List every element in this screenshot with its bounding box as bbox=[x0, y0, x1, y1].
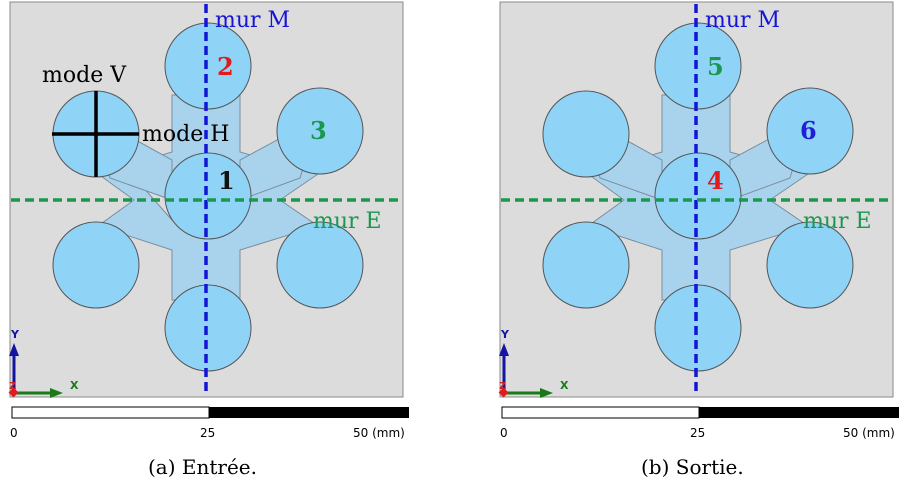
panel-a: mode V mode H mur M mur E 1 2 3 Y X Z 0 … bbox=[8, 1, 409, 479]
panel-a-mode-v-label: mode V bbox=[42, 63, 127, 88]
panel-a-mode-h-label: mode H bbox=[142, 122, 229, 147]
panel-a-axis-y-arrow bbox=[9, 343, 19, 356]
panel-b-scale-start: 0 bbox=[500, 426, 508, 440]
panel-b-axis-y-arrow bbox=[499, 343, 509, 356]
panel-a-resonator-upper-right bbox=[276, 87, 364, 175]
panel-a-wall-m-label: mur M bbox=[215, 8, 290, 33]
panel-a-resonator-lower-right bbox=[276, 221, 364, 309]
panel-a-scale-end: 50 (mm) bbox=[353, 426, 405, 440]
panel-b-resonator-lower-right bbox=[766, 221, 854, 309]
panel-a-resonator-label-1: 1 bbox=[218, 166, 235, 195]
panel-a-axis-x-label: X bbox=[70, 379, 79, 392]
panel-a-axis-x-arrow bbox=[50, 388, 63, 398]
panel-b-scale-mid: 25 bbox=[690, 426, 705, 440]
panel-a-scale-start: 0 bbox=[10, 426, 18, 440]
panel-a-caption: (a) Entrée. bbox=[148, 455, 257, 479]
panel-a-scale-bar-black bbox=[209, 407, 409, 418]
panel-b-resonator-lower-left bbox=[542, 221, 630, 309]
panel-b-wall-e-label: mur E bbox=[803, 209, 872, 234]
panel-b-axis-x-arrow bbox=[540, 388, 553, 398]
panel-a-axis-z-label: Z bbox=[9, 381, 16, 392]
panel-b-axis-z-label: Z bbox=[499, 381, 506, 392]
panel-a-resonator-label-2: 2 bbox=[217, 52, 234, 81]
panel-a-wall-e-label: mur E bbox=[313, 209, 382, 234]
panel-b-resonator-label-6: 6 bbox=[800, 116, 817, 145]
panel-b-axis-x-label: X bbox=[560, 379, 569, 392]
panel-b-resonator-bottom bbox=[654, 284, 742, 372]
panel-b-scale-end: 50 (mm) bbox=[843, 426, 895, 440]
panel-b-wall-m-label: mur M bbox=[705, 8, 780, 33]
panel-b-resonator-top bbox=[654, 22, 742, 110]
panel-a-resonator-lower-left bbox=[52, 221, 140, 309]
panel-b-caption: (b) Sortie. bbox=[641, 455, 744, 479]
panel-a-axis-y-label: Y bbox=[10, 328, 20, 341]
panel-b-resonator-label-4: 4 bbox=[707, 166, 724, 195]
panel-b-resonator-center bbox=[654, 152, 742, 240]
panel-b-scale-bar-white bbox=[501, 406, 700, 419]
panel-a-resonator-bottom bbox=[164, 284, 252, 372]
panel-b-resonator-upper-left bbox=[542, 90, 630, 178]
panel-b: mur M mur E 4 5 6 Y X Z 0 25 50 (mm) (b)… bbox=[498, 1, 899, 479]
panel-b-resonator-label-5: 5 bbox=[707, 52, 724, 81]
panel-a-resonator-label-3: 3 bbox=[310, 116, 327, 145]
panel-b-axis-y-label: Y bbox=[500, 328, 510, 341]
panel-b-scale-bar-black bbox=[699, 407, 899, 418]
panel-b-axis-origin bbox=[498, 387, 509, 398]
panel-a-resonator-top bbox=[164, 22, 252, 110]
panel-a-scale-bar-white bbox=[11, 406, 210, 419]
panel-b-resonator-upper-right bbox=[766, 87, 854, 175]
panel-a-scale-mid: 25 bbox=[200, 426, 215, 440]
panel-a-resonator-center bbox=[164, 152, 252, 240]
